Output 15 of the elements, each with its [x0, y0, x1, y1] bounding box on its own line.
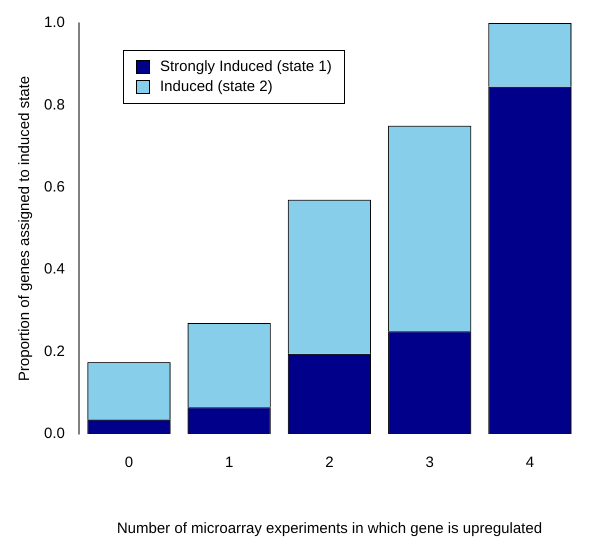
y-tick-label: 0.4 — [44, 260, 65, 278]
legend-label: Strongly Induced (state 1) — [160, 57, 332, 77]
y-tick-label: 0.6 — [44, 178, 65, 196]
x-tick-label: 1 — [225, 454, 234, 472]
y-tick-label: 0.8 — [44, 96, 65, 114]
x-tick-label: 0 — [124, 454, 134, 472]
y-axis-title: Proportion of genes assigned to induced state — [16, 76, 34, 382]
y-tick-label: 1.0 — [44, 14, 65, 32]
y-tick-label: 0.0 — [44, 425, 65, 442]
x-tick-label: 4 — [526, 454, 534, 472]
x-axis-title: Number of microarray experiments in which gene is upregulated — [116, 520, 542, 538]
x-tick-label: 3 — [425, 454, 434, 472]
legend-label: Induced (state 2) — [160, 77, 273, 97]
x-tick-label: 2 — [325, 454, 334, 472]
y-tick-label: 0.2 — [44, 342, 65, 360]
